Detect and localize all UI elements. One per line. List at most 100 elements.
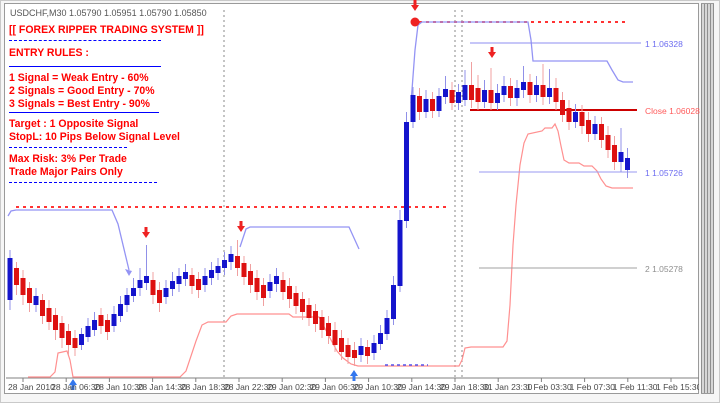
bull-candle (423, 99, 429, 112)
bear-candle (196, 279, 201, 290)
sell-arrow-icon (488, 47, 496, 58)
x-axis-label: 1 Feb 07:30 (569, 382, 615, 392)
bull-candle (92, 320, 97, 330)
bull-candle (222, 260, 227, 268)
x-axis-label: 29 Jan 10:30 (353, 382, 403, 392)
bear-candle (40, 300, 45, 316)
entry-rules-heading: ENTRY RULES : (9, 46, 89, 60)
rule-best-entry: 3 Signals = Best Entry - 90% (9, 97, 150, 111)
separator-line (9, 40, 161, 41)
bull-candle (534, 85, 539, 95)
bull-candle (170, 281, 175, 289)
bull-candle (131, 288, 136, 296)
bull-candle (410, 95, 416, 122)
bull-candle (228, 254, 234, 262)
bear-candle (599, 124, 604, 140)
bull-candle (514, 88, 520, 98)
x-axis-label: 28 Jan 18:30 (180, 382, 230, 392)
separator-line (9, 66, 161, 67)
bear-candle (14, 268, 19, 285)
x-axis-label: 1 Feb 15:30 (656, 382, 699, 392)
price-level-label: Close 1.06028 (645, 106, 700, 116)
bull-candle (391, 285, 396, 319)
bear-candle (553, 88, 559, 102)
bull-candle (625, 158, 630, 170)
bear-candle (59, 323, 65, 338)
bear-candle (287, 286, 292, 299)
bear-candle (352, 350, 357, 358)
bear-candle (254, 278, 260, 292)
bear-candle (339, 338, 344, 352)
bull-candle (573, 112, 578, 122)
buy-arrow-icon (69, 379, 77, 390)
bear-candle (469, 85, 474, 100)
separator-line (9, 182, 157, 183)
bear-candle (248, 271, 253, 285)
bear-candle (300, 299, 305, 312)
bear-candle (53, 315, 58, 330)
risk-rule: Max Risk: 3% Per Trade (9, 152, 127, 166)
bull-candle (371, 343, 377, 353)
bear-candle (417, 96, 422, 112)
bear-candle (449, 90, 455, 103)
bear-candle (280, 280, 286, 292)
bear-candle (527, 82, 533, 95)
bull-candle (163, 288, 169, 297)
bull-candle (501, 86, 507, 95)
bear-candle (365, 347, 370, 356)
bull-candle (124, 295, 130, 305)
bear-candle (46, 308, 52, 322)
bull-candle (274, 276, 279, 284)
x-axis-label: 29 Jan 02:30 (267, 382, 317, 392)
bear-candle (261, 285, 266, 298)
bull-candle (215, 266, 221, 273)
bear-candle (313, 311, 318, 324)
target-rule: Target : 1 Opposite Signal (9, 117, 139, 131)
bull-candle (521, 82, 526, 90)
lower-channel-line (28, 122, 633, 378)
separator-line (9, 147, 127, 148)
stoploss-rule: StopL: 10 Pips Below Signal Level (9, 130, 180, 144)
x-axis-label: 28 Jan 10:30 (94, 382, 144, 392)
bull-candle (592, 124, 598, 134)
bear-candle (105, 320, 110, 332)
bull-candle (176, 276, 182, 284)
x-axis-label: 29 Jan 14:30 (396, 382, 446, 392)
bull-candle (118, 304, 123, 316)
signal-dot-icon (410, 17, 420, 27)
bull-candle (183, 272, 188, 279)
bull-candle (384, 318, 390, 334)
system-title: [[ FOREX RIPPER TRADING SYSTEM ]] (9, 23, 204, 37)
bull-candle (443, 89, 448, 97)
bear-candle (586, 120, 591, 134)
rule-good-entry: 2 Signals = Good Entry - 70% (9, 84, 155, 98)
upper-channel-line (239, 226, 360, 250)
bull-candle (202, 276, 208, 285)
x-axis-label: 29 Jan 18:30 (440, 382, 490, 392)
bull-candle (495, 93, 500, 103)
bear-candle (508, 86, 513, 98)
time-axis[interactable]: 28 Jan 2010 28 Jan 06:30 28 Jan 10:30 28 Ja… (5, 379, 699, 396)
bear-candle (605, 135, 611, 150)
separator-line (9, 112, 159, 113)
bear-candle (189, 275, 195, 286)
x-axis-label: 29 Jan 06:30 (310, 382, 360, 392)
bear-candle (306, 305, 312, 318)
bear-candle (488, 90, 494, 103)
bull-candle (436, 96, 442, 111)
price-level-label: 1 1.05726 (645, 168, 683, 178)
x-axis-label: 1 Feb 11:30 (612, 382, 658, 392)
bull-candle (462, 85, 468, 100)
window-edge-strip[interactable] (701, 3, 714, 394)
bull-candle (267, 282, 273, 291)
sell-arrow-icon (142, 227, 150, 238)
bull-candle (209, 270, 214, 278)
bear-candle (157, 290, 162, 303)
bear-candle (150, 280, 156, 295)
bull-candle (397, 220, 403, 286)
bear-candle (579, 112, 585, 126)
sell-arrow-icon (237, 221, 245, 232)
bull-candle (144, 276, 149, 283)
